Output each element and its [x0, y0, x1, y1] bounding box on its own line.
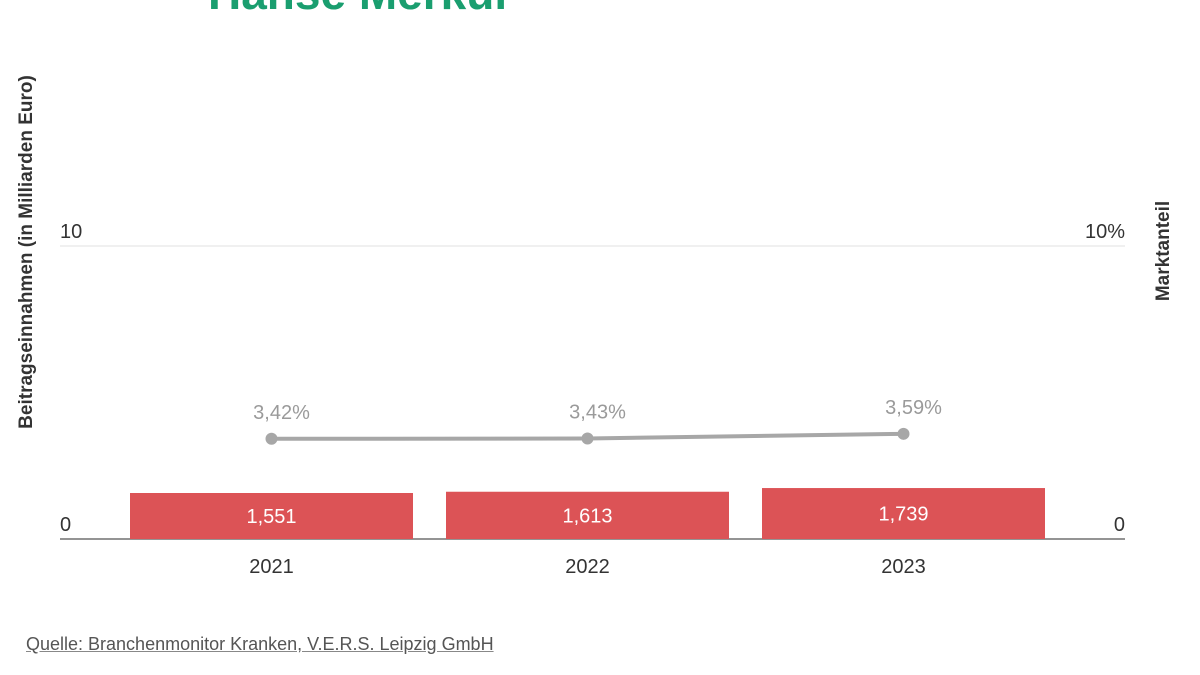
- source-link[interactable]: Quelle: Branchenmonitor Kranken, V.E.R.S…: [26, 634, 494, 654]
- y-tick-10: 10: [60, 221, 82, 243]
- marktanteil-point-2023: [897, 427, 910, 440]
- chart-title-clip: Hanse Merkur: [0, 0, 1200, 12]
- x-tick-label: 2021: [249, 556, 294, 578]
- marktanteil-label: 3,59%: [885, 397, 942, 419]
- y-tick-0: 0: [60, 514, 71, 536]
- bar-2023: [762, 488, 1045, 539]
- marktanteil-point-2021: [265, 432, 278, 445]
- x-tick-label: 2022: [565, 556, 610, 578]
- marktanteil-label: 3,43%: [569, 402, 626, 424]
- bar-value-label: 1,551: [246, 506, 296, 528]
- bar-2021: [130, 493, 413, 539]
- bar-2022: [446, 491, 729, 539]
- bar-value-label: 1,739: [878, 504, 928, 526]
- y2-axis-label: Marktanteil: [1153, 201, 1174, 301]
- chart-title: Hanse Merkur: [208, 0, 512, 12]
- marktanteil-point-2022: [581, 432, 594, 445]
- y2-tick-10: 10%: [1085, 221, 1125, 243]
- x-tick-label: 2023: [881, 556, 926, 578]
- marktanteil-label: 3,42%: [253, 402, 310, 424]
- y-axis-label: Beitragseinnahmen (in Milliarden Euro): [16, 75, 37, 429]
- bar-value-label: 1,613: [562, 505, 612, 527]
- y2-tick-0: 0: [1114, 514, 1125, 536]
